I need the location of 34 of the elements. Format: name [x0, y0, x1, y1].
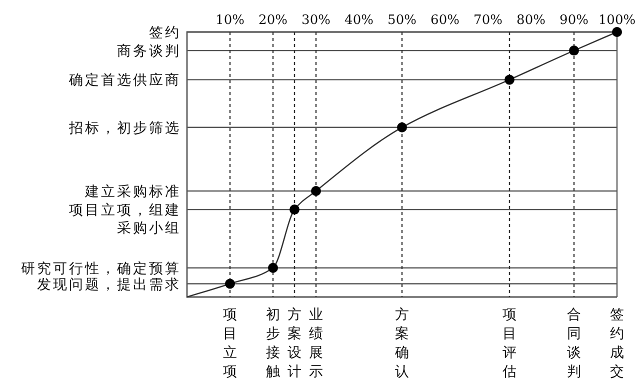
- point: [225, 278, 235, 289]
- ref-line-label: 建立采购标准: [84, 184, 181, 200]
- x-tick-label: 20%: [258, 13, 288, 28]
- ref-line-label: 初步接触: [266, 307, 280, 380]
- point: [612, 27, 622, 37]
- x-tick-label: 40%: [344, 13, 374, 28]
- ref-line-label: 方案确认: [394, 307, 409, 380]
- ref-line-label: 项目评估: [502, 307, 516, 380]
- ref-line-label: 业绩展示: [309, 307, 323, 380]
- point: [311, 186, 321, 196]
- x-tick-label: 80%: [516, 13, 546, 28]
- ref-line-label: 签约成交: [610, 307, 624, 380]
- ref-line-label: 项目立项: [223, 307, 237, 380]
- x-tick-label: 30%: [302, 13, 330, 28]
- point: [569, 46, 579, 56]
- ref-line-label: 签约: [149, 25, 181, 41]
- ref-line-label: 发现问题，提出需求: [37, 276, 181, 293]
- x-tick-label: 70%: [474, 13, 502, 28]
- ref-line-label: 合同谈判: [567, 307, 581, 380]
- ref-line-label: 招标，初步筛选: [68, 120, 181, 136]
- point: [268, 262, 278, 273]
- ref-line-label: 商务谈判: [117, 44, 181, 60]
- ref-line-label: 方案设计: [288, 307, 302, 380]
- x-tick-label: 90%: [560, 13, 588, 28]
- x-tick-label: 50%: [388, 13, 416, 28]
- x-tick-label: 10%: [216, 13, 244, 28]
- ref-line-label: 研究可行性，确定预算: [21, 260, 181, 277]
- point: [504, 74, 514, 85]
- x-tick-label: 60%: [430, 13, 460, 28]
- point: [290, 204, 300, 215]
- ref-line-label: 确定首选供应商: [68, 72, 181, 89]
- point: [397, 122, 407, 132]
- ref-line-label: 项目立项，组建采购小组: [69, 202, 181, 237]
- x-tick-label: 100%: [598, 13, 636, 28]
